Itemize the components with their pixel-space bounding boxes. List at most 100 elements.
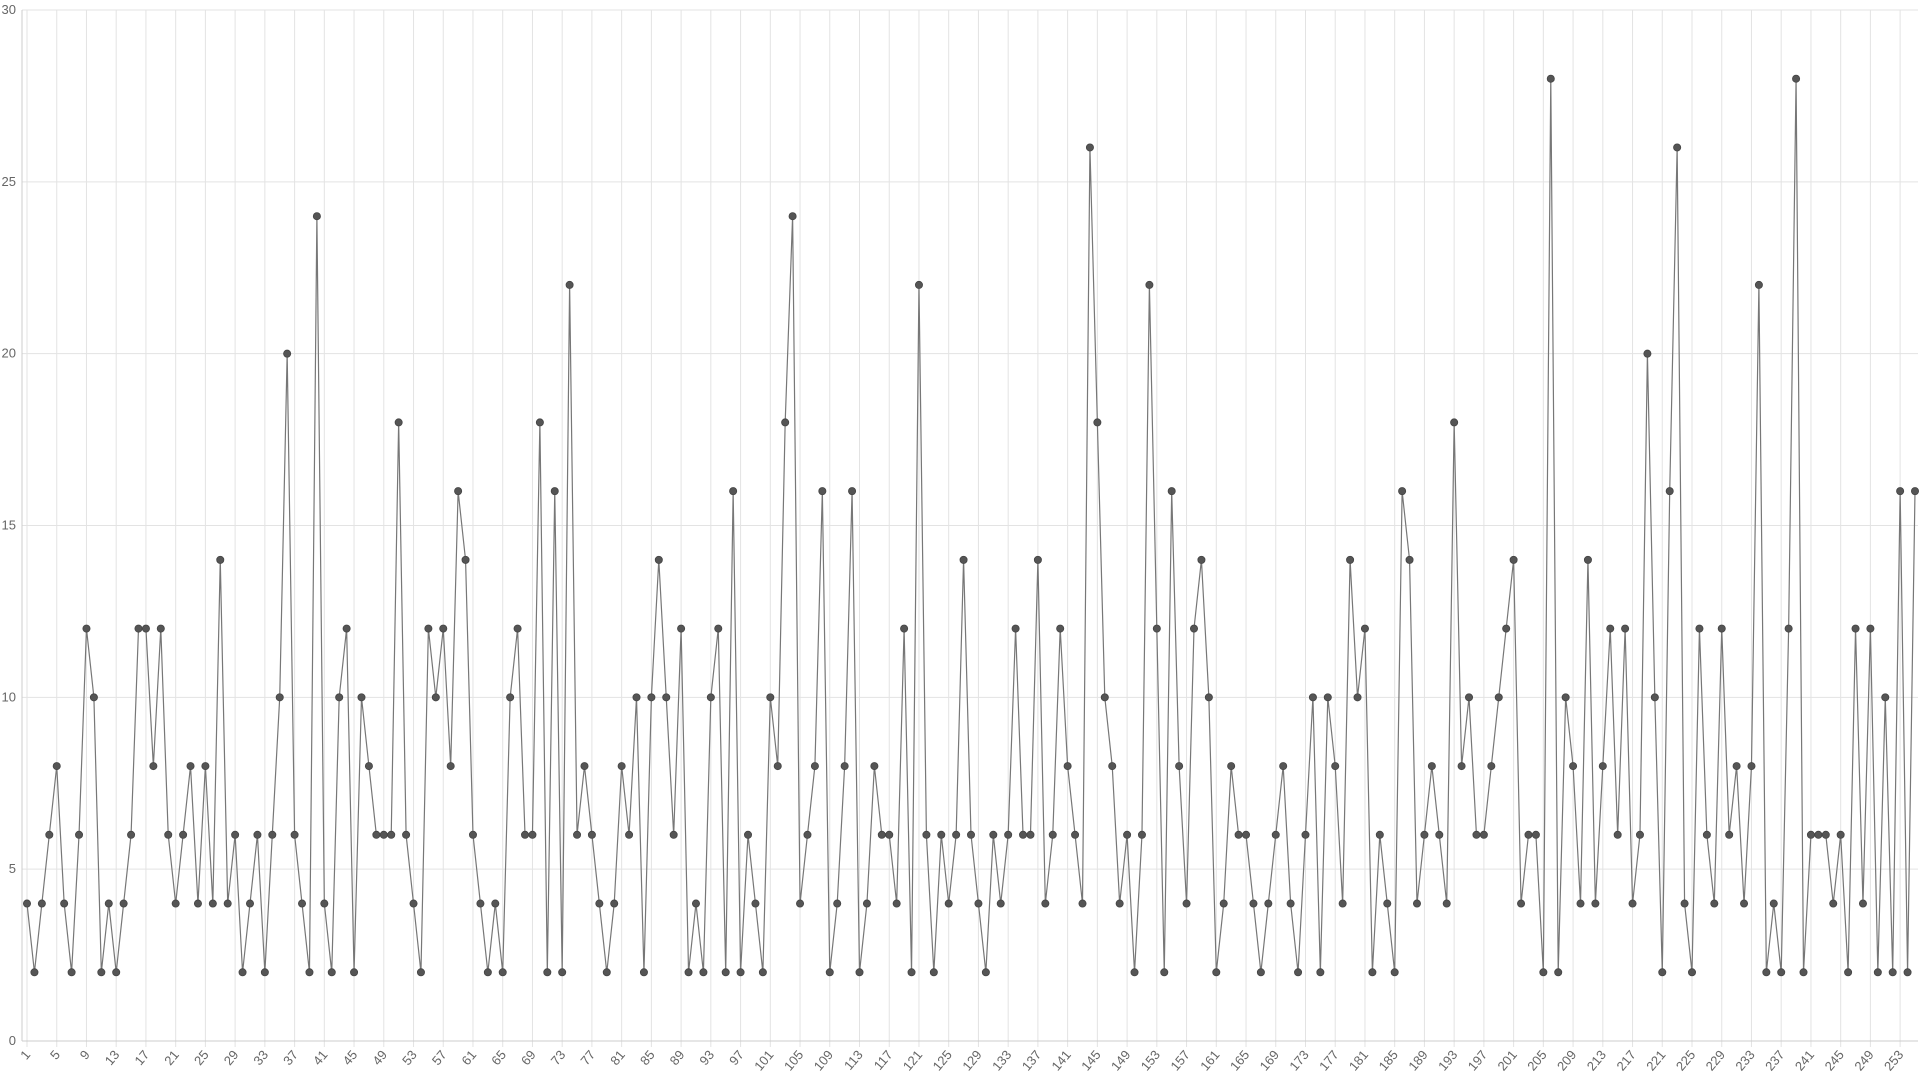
data-point xyxy=(573,830,582,839)
data-point xyxy=(238,968,247,977)
data-point xyxy=(357,693,366,702)
x-tick-label: 41 xyxy=(310,1047,331,1068)
data-point xyxy=(1227,762,1236,771)
x-tick-label: 189 xyxy=(1405,1047,1430,1073)
y-tick-label: 30 xyxy=(2,2,16,17)
data-point xyxy=(736,968,745,977)
x-tick-label: 13 xyxy=(102,1047,123,1068)
x-tick-label: 109 xyxy=(811,1047,836,1073)
x-tick-label: 105 xyxy=(781,1047,806,1073)
data-point xyxy=(1353,693,1362,702)
data-point xyxy=(714,624,723,633)
data-point xyxy=(1472,830,1481,839)
data-point xyxy=(1085,143,1094,152)
data-point xyxy=(1881,693,1890,702)
data-point xyxy=(1412,899,1421,908)
data-point xyxy=(1249,899,1258,908)
data-point xyxy=(1465,693,1474,702)
data-point xyxy=(1569,762,1578,771)
data-point xyxy=(974,899,983,908)
data-point xyxy=(454,487,463,496)
data-point xyxy=(468,830,477,839)
data-point xyxy=(758,968,767,977)
data-point xyxy=(587,830,596,839)
data-point xyxy=(900,624,909,633)
data-point xyxy=(424,624,433,633)
data-point xyxy=(253,830,262,839)
data-point xyxy=(1427,762,1436,771)
data-point xyxy=(208,899,217,908)
data-point xyxy=(1078,899,1087,908)
data-point xyxy=(1152,624,1161,633)
x-tick-label: 157 xyxy=(1167,1047,1192,1073)
x-tick-label: 121 xyxy=(900,1047,925,1073)
x-tick-label: 193 xyxy=(1435,1047,1460,1073)
data-point xyxy=(1494,693,1503,702)
data-point xyxy=(1487,762,1496,771)
x-tick-label: 161 xyxy=(1197,1047,1222,1073)
data-point xyxy=(283,349,292,358)
data-point xyxy=(706,693,715,702)
x-tick-label: 89 xyxy=(667,1047,688,1068)
data-point xyxy=(1643,349,1652,358)
data-point xyxy=(1591,899,1600,908)
data-point xyxy=(387,830,396,839)
x-tick-label: 201 xyxy=(1494,1047,1519,1073)
data-point xyxy=(112,968,121,977)
data-point xyxy=(922,830,931,839)
data-point xyxy=(1821,830,1830,839)
data-point xyxy=(721,968,730,977)
x-tick-label: 65 xyxy=(488,1047,509,1068)
data-point xyxy=(1063,762,1072,771)
x-tick-label: 173 xyxy=(1286,1047,1311,1073)
data-point xyxy=(639,968,648,977)
x-tick-label: 245 xyxy=(1822,1047,1847,1073)
data-point xyxy=(1502,624,1511,633)
data-point xyxy=(1896,487,1905,496)
data-point xyxy=(193,899,202,908)
x-tick-label: 33 xyxy=(250,1047,271,1068)
data-point xyxy=(848,487,857,496)
data-point xyxy=(312,212,321,221)
data-point xyxy=(1048,830,1057,839)
data-point xyxy=(1115,899,1124,908)
data-point xyxy=(1665,487,1674,496)
data-point xyxy=(1004,830,1013,839)
data-point xyxy=(1762,968,1771,977)
data-point xyxy=(1197,555,1206,564)
data-point xyxy=(491,899,500,908)
data-point xyxy=(305,968,314,977)
data-point xyxy=(1108,762,1117,771)
data-point xyxy=(781,418,790,427)
x-tick-label: 9 xyxy=(77,1047,93,1062)
x-tick-label: 133 xyxy=(989,1047,1014,1073)
data-point xyxy=(691,899,700,908)
y-tick-label: 15 xyxy=(2,518,16,533)
data-point xyxy=(1175,762,1184,771)
data-point xyxy=(1450,418,1459,427)
data-point xyxy=(1680,899,1689,908)
data-point xyxy=(1836,830,1845,839)
data-point xyxy=(164,830,173,839)
data-point xyxy=(1561,693,1570,702)
data-point xyxy=(201,762,210,771)
data-point xyxy=(1702,830,1711,839)
data-point xyxy=(1479,830,1488,839)
x-tick-label: 181 xyxy=(1346,1047,1371,1073)
data-point xyxy=(1732,762,1741,771)
data-point xyxy=(796,899,805,908)
data-point xyxy=(1160,968,1169,977)
x-tick-label: 145 xyxy=(1078,1047,1103,1073)
data-point xyxy=(535,418,544,427)
x-tick-label: 165 xyxy=(1227,1047,1252,1073)
data-point xyxy=(617,762,626,771)
data-point xyxy=(870,762,879,771)
data-point xyxy=(803,830,812,839)
data-point xyxy=(1383,899,1392,908)
data-point xyxy=(1390,968,1399,977)
data-point xyxy=(699,968,708,977)
data-point xyxy=(89,693,98,702)
x-tick-label: 149 xyxy=(1108,1047,1133,1073)
